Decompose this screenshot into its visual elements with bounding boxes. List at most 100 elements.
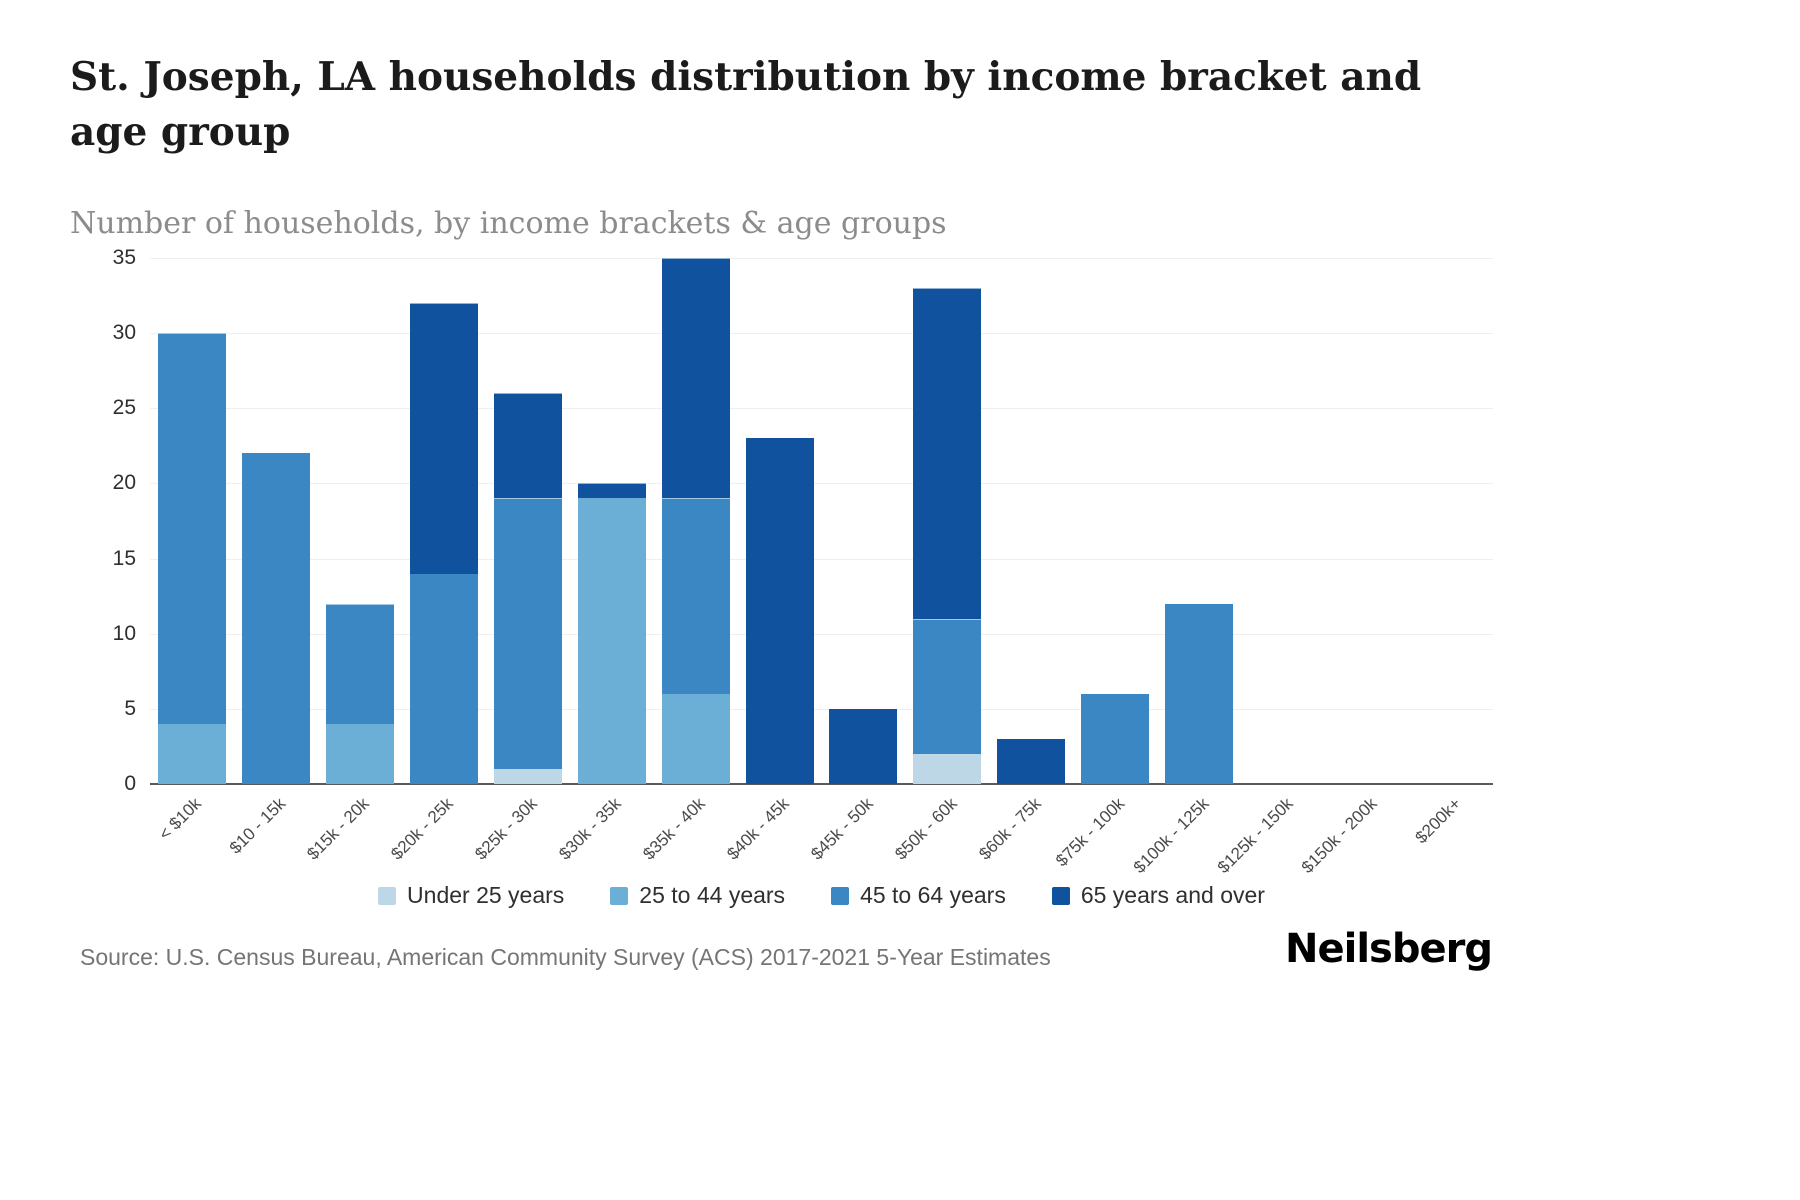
bar-slot: $35k - 40k bbox=[639, 258, 738, 864]
x-tick-label: $35k - 40k bbox=[639, 794, 710, 864]
bar-segment bbox=[745, 438, 814, 784]
x-tick-label: $25k - 30k bbox=[471, 794, 542, 864]
bar-segment bbox=[241, 453, 310, 784]
bar-slot: $40k - 45k bbox=[723, 258, 822, 864]
bar-segment bbox=[409, 573, 478, 784]
gridline bbox=[150, 558, 1493, 560]
bar-segment bbox=[157, 333, 226, 724]
x-tick-label: $30k - 35k bbox=[555, 794, 626, 864]
bar-slot: $100k - 125k bbox=[1130, 258, 1241, 877]
bar-slot: $45k - 50k bbox=[807, 258, 906, 864]
bar-slot: $25k - 30k bbox=[472, 258, 570, 864]
x-axis-line bbox=[150, 783, 1493, 785]
gridline bbox=[150, 708, 1493, 710]
stacked-bar bbox=[661, 258, 730, 784]
bar-segment bbox=[997, 738, 1066, 784]
legend-label: 65 years and over bbox=[1080, 882, 1265, 908]
stacked-bar bbox=[913, 288, 982, 784]
legend-item: 45 to 64 years bbox=[831, 882, 1006, 909]
gridline bbox=[150, 483, 1493, 485]
bar-segment bbox=[1165, 603, 1234, 784]
plot-area: 0 5 10 15 20 25 30 35 < $10k $10 - 15k $15k - 20k $… bbox=[113, 246, 1493, 877]
bar-segment bbox=[493, 498, 562, 769]
y-tick-label: 20 bbox=[112, 471, 136, 495]
x-tick-label: $200k+ bbox=[1411, 794, 1465, 848]
bar-segment bbox=[409, 303, 478, 574]
y-tick-label: 5 bbox=[124, 696, 136, 720]
bar-segment bbox=[661, 258, 730, 499]
y-tick-label: 10 bbox=[112, 621, 136, 645]
bar-segment bbox=[1081, 693, 1150, 784]
y-tick-label: 15 bbox=[112, 546, 136, 570]
y-tick-label: 35 bbox=[112, 246, 136, 269]
stacked-bar bbox=[829, 708, 898, 784]
bar-slot: < $10k bbox=[150, 258, 234, 844]
bar-segment bbox=[661, 693, 730, 784]
legend-item: 65 years and over bbox=[1051, 882, 1265, 909]
bar-segment bbox=[493, 768, 562, 784]
x-tick-label: $20k - 25k bbox=[387, 794, 458, 864]
gridline bbox=[150, 408, 1493, 410]
x-tick-label: $100k - 125k bbox=[1129, 794, 1213, 877]
bar-segment bbox=[913, 288, 982, 619]
legend-swatch bbox=[610, 886, 629, 905]
bar-segment bbox=[661, 498, 730, 694]
stacked-bar bbox=[577, 483, 646, 784]
bar-slot: $75k - 100k bbox=[1052, 258, 1157, 870]
neilsberg-logo: Neilsberg bbox=[1285, 926, 1493, 972]
x-tick-label: $75k - 100k bbox=[1052, 794, 1129, 871]
x-tick-label: $60k - 75k bbox=[975, 794, 1045, 864]
x-tick-label: < $10k bbox=[155, 794, 206, 844]
x-tick-label: $45k - 50k bbox=[807, 794, 877, 864]
legend-label: 45 to 64 years bbox=[860, 882, 1006, 908]
bar-segment bbox=[157, 723, 226, 784]
bar-slot: $20k - 25k bbox=[388, 258, 486, 864]
chart-title: St. Joseph, LA households distribution b… bbox=[70, 54, 1422, 156]
legend: Under 25 years 25 to 44 years 45 to 64 yea… bbox=[150, 882, 1493, 909]
bars-container: < $10k $10 - 15k $15k - 20k $20k - 25k $25k … bbox=[150, 258, 1493, 877]
legend-item: Under 25 years bbox=[378, 882, 564, 909]
bar-slot: $200k+ bbox=[1409, 258, 1493, 847]
y-tick-label: 30 bbox=[112, 321, 136, 345]
legend-item: 25 to 44 years bbox=[610, 882, 785, 909]
gridline bbox=[150, 633, 1493, 635]
stacked-bar bbox=[1081, 693, 1150, 784]
gridline bbox=[150, 333, 1493, 335]
gridline bbox=[150, 258, 1493, 259]
bar-slot: $125k - 150k bbox=[1214, 258, 1325, 877]
stacked-bar bbox=[493, 393, 562, 784]
bar-segment bbox=[829, 708, 898, 784]
y-tick-label: 25 bbox=[112, 396, 136, 420]
stacked-bar bbox=[409, 303, 478, 784]
legend-swatch bbox=[378, 886, 397, 905]
bar-segment bbox=[493, 393, 562, 499]
stacked-bar bbox=[997, 738, 1066, 784]
bar-slot: $30k - 35k bbox=[556, 258, 654, 864]
legend-swatch bbox=[1051, 886, 1070, 905]
bar-slot: $150k - 200k bbox=[1298, 258, 1409, 877]
x-tick-label: $150k - 200k bbox=[1297, 794, 1381, 877]
stacked-bar bbox=[325, 603, 394, 784]
bar-segment bbox=[577, 498, 646, 784]
stacked-bar bbox=[241, 453, 310, 784]
bar-slot: $15k - 20k bbox=[304, 258, 402, 864]
bar-segment bbox=[913, 753, 982, 784]
x-tick-label: $10 - 15k bbox=[225, 794, 290, 858]
y-tick-label: 0 bbox=[124, 772, 136, 795]
bar-slot: $50k - 60k bbox=[891, 258, 989, 864]
x-tick-label: $15k - 20k bbox=[303, 794, 374, 864]
legend-swatch bbox=[831, 886, 850, 905]
bar-slot: $60k - 75k bbox=[975, 258, 1073, 864]
legend-label: Under 25 years bbox=[407, 882, 565, 908]
bar-segment bbox=[325, 603, 394, 724]
chart-subtitle: Number of households, by income brackets… bbox=[70, 206, 947, 241]
stacked-bar bbox=[745, 438, 814, 784]
x-tick-label: $50k - 60k bbox=[891, 794, 961, 864]
legend-label: 25 to 44 years bbox=[639, 882, 786, 908]
source-attribution: Source: U.S. Census Bureau, American Com… bbox=[80, 944, 1051, 970]
bar-segment bbox=[325, 723, 394, 784]
bar-segment bbox=[913, 618, 982, 754]
bar-segment bbox=[577, 483, 646, 499]
x-tick-label: $40k - 45k bbox=[723, 794, 793, 864]
